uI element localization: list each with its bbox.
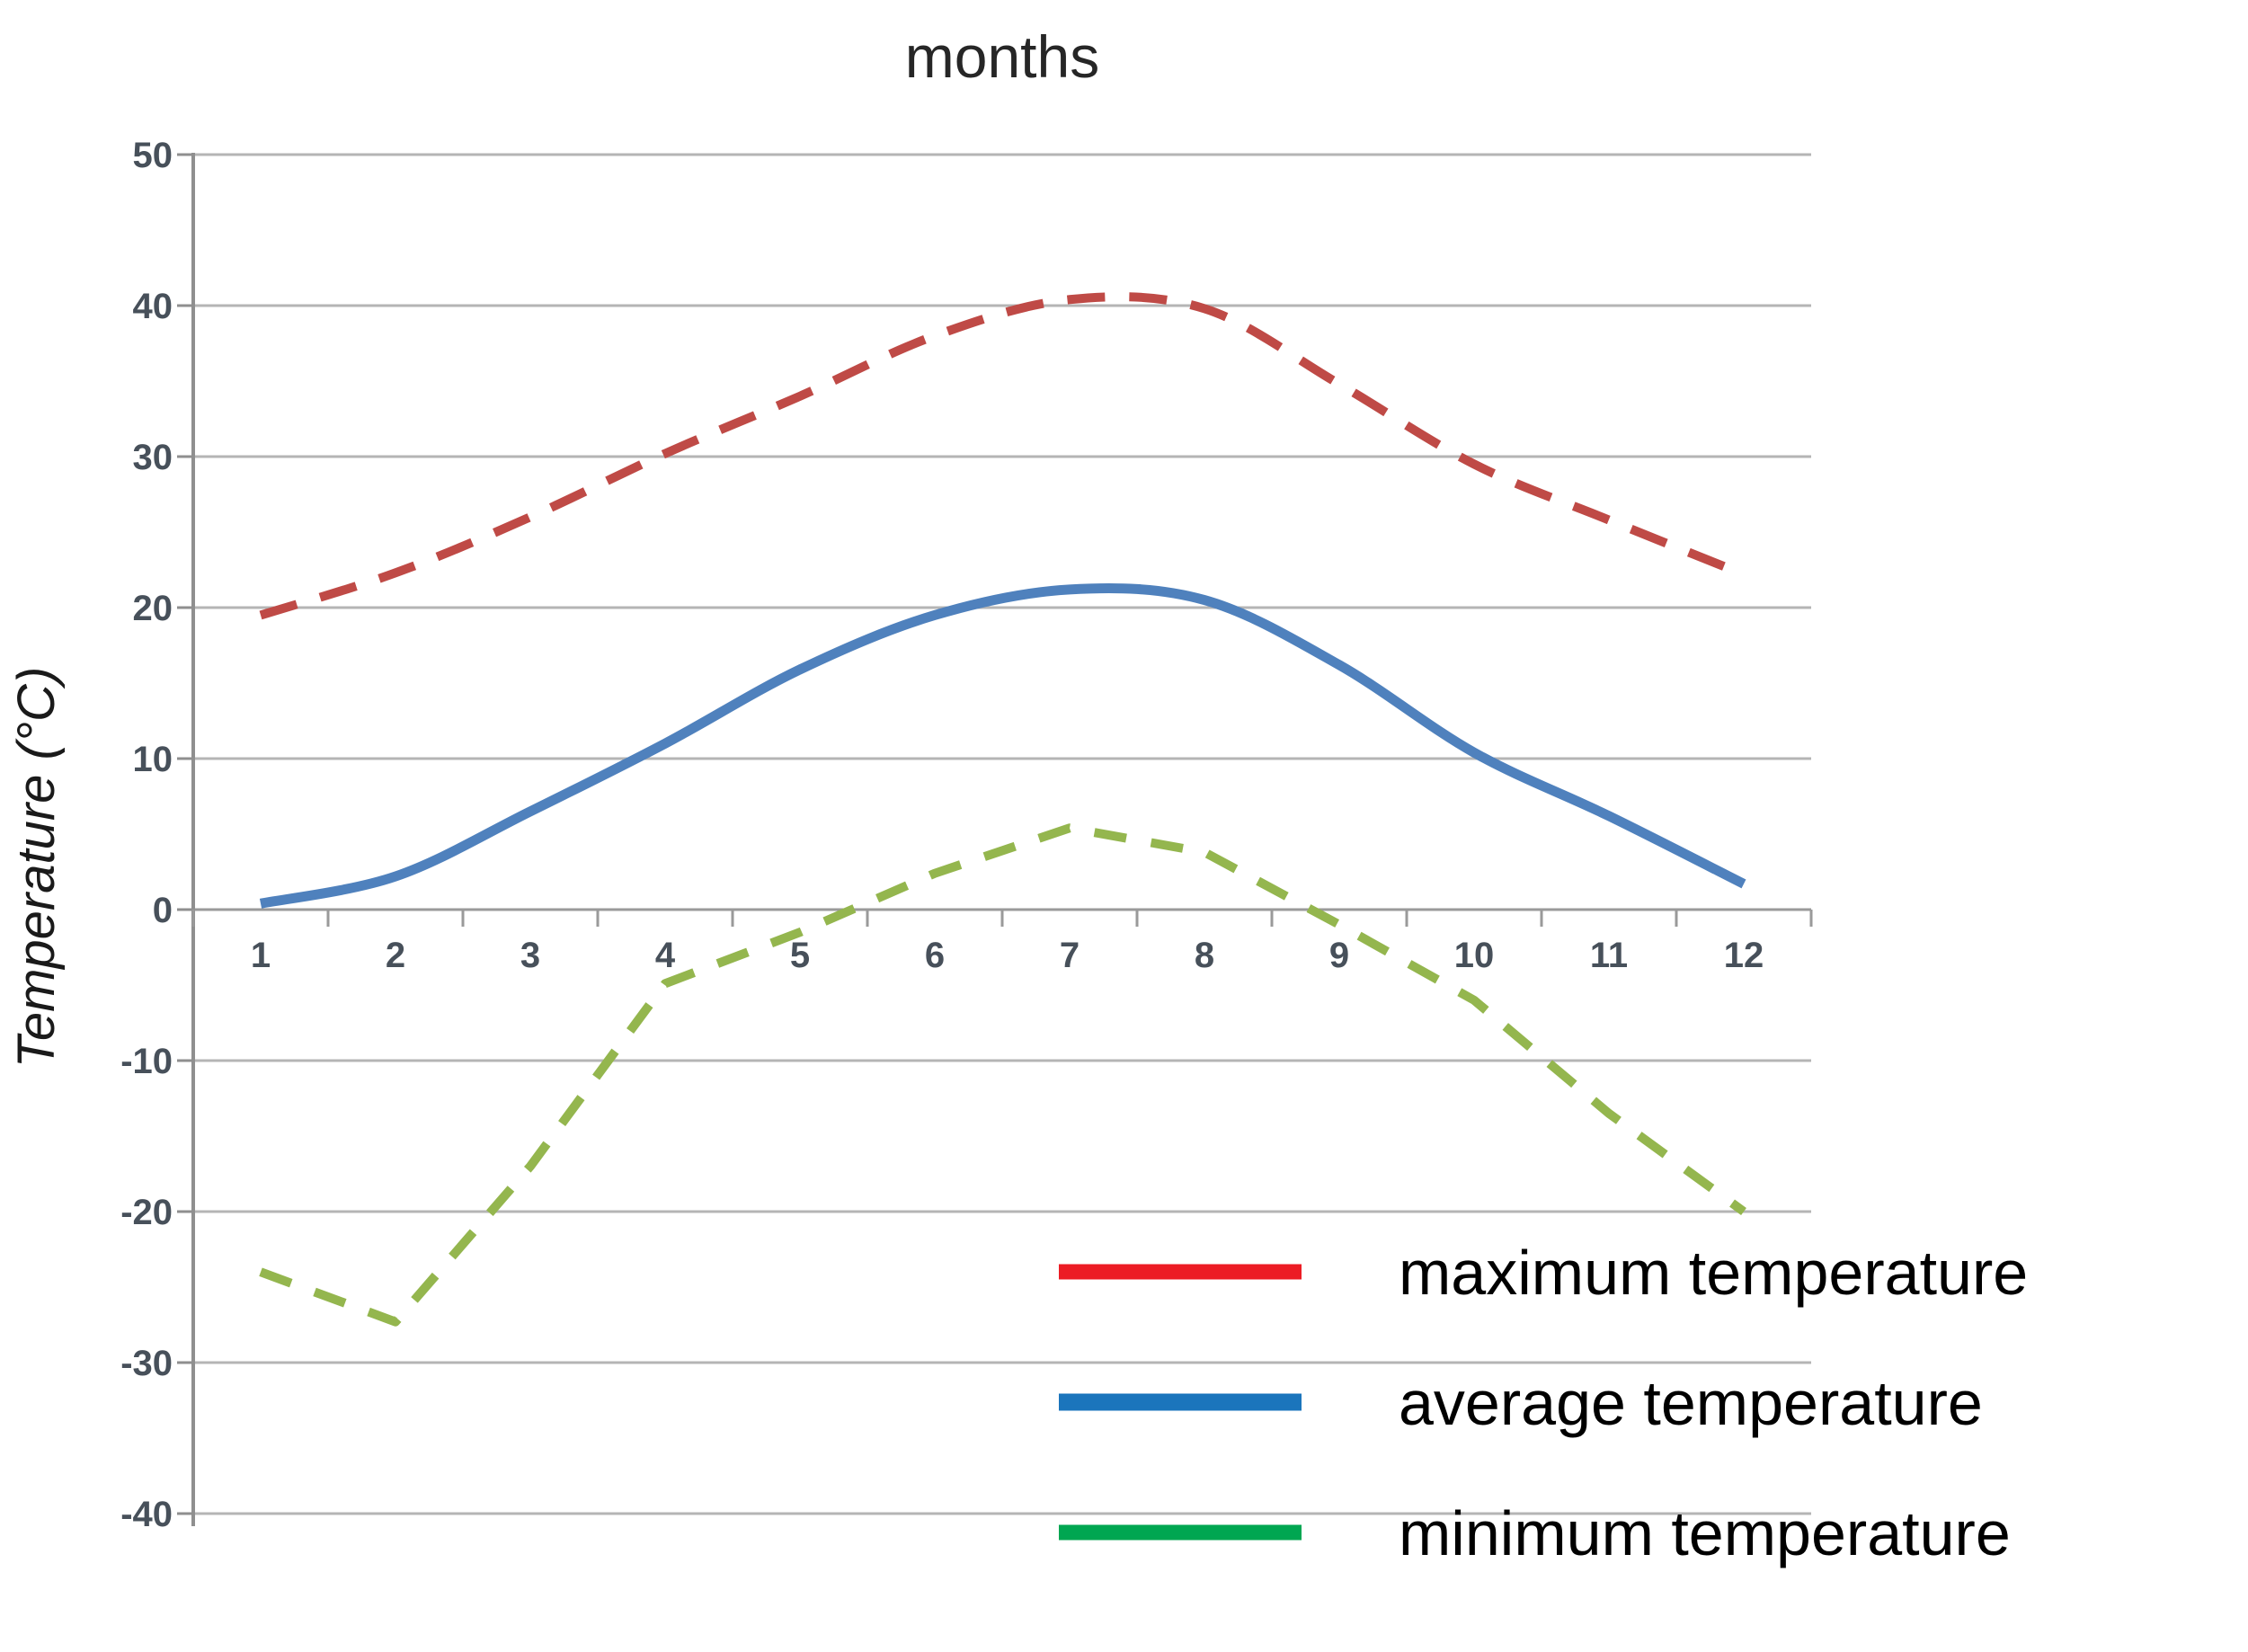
x-tick-label-2: 2 [386, 936, 405, 975]
y-tick-label-10: 10 [133, 740, 173, 779]
legend-label-average-temperature: average temperature [1399, 1368, 1983, 1438]
x-tick-label-9: 9 [1329, 936, 1349, 975]
series-minimum-temperature-line [259, 823, 1746, 1327]
x-tick-label-12: 12 [1724, 936, 1764, 975]
y-tick-label-40: 40 [133, 287, 173, 326]
legend-label-minimum-temperature: minimum temperature [1399, 1498, 2011, 1568]
x-tick-label-1: 1 [251, 936, 271, 975]
legend-item-minimum-temperature: minimum temperature [1059, 1498, 2011, 1568]
y-tick-label-30: 30 [133, 438, 173, 477]
series-maximum-temperature-line [259, 292, 1746, 620]
axes [177, 153, 1813, 1526]
x-tick-label-7: 7 [1060, 936, 1080, 975]
legend-item-average-temperature: average temperature [1059, 1368, 1983, 1438]
y-tick-label-20: 20 [133, 589, 173, 628]
series-lines [259, 292, 1746, 1327]
y-tick-label--40: -40 [120, 1495, 173, 1534]
y-tick-label--10: -10 [120, 1042, 173, 1081]
y-tick-label--30: -30 [120, 1344, 173, 1383]
series-average-temperature-line [259, 583, 1746, 909]
legend: maximum temperature average temperature … [1059, 1238, 2028, 1568]
x-tick-label-10: 10 [1454, 936, 1495, 975]
x-tick-label-8: 8 [1195, 936, 1214, 975]
y-axis-title: Temperature (°C) [7, 667, 66, 1069]
gridlines [193, 153, 1811, 1515]
legend-item-maximum-temperature: maximum temperature [1059, 1238, 2028, 1308]
y-tick-label-50: 50 [133, 136, 173, 175]
x-tick-label-5: 5 [790, 936, 810, 975]
y-tick-label--20: -20 [120, 1193, 173, 1232]
y-tick-label-0: 0 [153, 891, 173, 930]
chart-title: months [905, 23, 1099, 90]
x-tick-label-3: 3 [520, 936, 540, 975]
x-tick-label-4: 4 [655, 936, 676, 975]
x-tick-label-6: 6 [925, 936, 945, 975]
x-tick-label-11: 11 [1590, 936, 1628, 975]
legend-label-maximum-temperature: maximum temperature [1399, 1238, 2028, 1308]
